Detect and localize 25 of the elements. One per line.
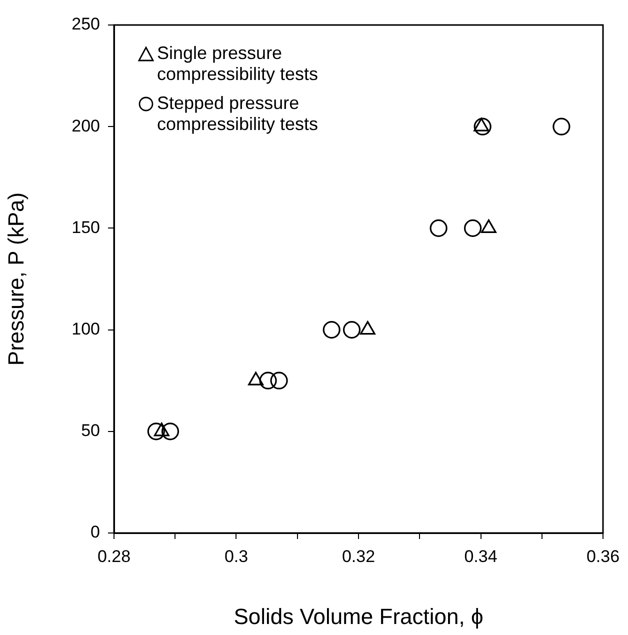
legend-label: Stepped pressure compressibility tests <box>157 93 320 135</box>
point <box>270 372 288 390</box>
point <box>161 422 180 440</box>
y-tick-label: 150 <box>72 218 100 237</box>
y-axis-title: Pressure, P (kPa) <box>3 192 28 366</box>
x-tick-label: 0.32 <box>342 546 376 566</box>
point <box>342 321 361 339</box>
point <box>474 118 492 136</box>
x-tick-label: 0.3 <box>224 546 248 566</box>
point <box>464 219 482 237</box>
point <box>322 321 340 339</box>
point <box>430 219 448 237</box>
point <box>552 118 570 136</box>
y-tick-label: 50 <box>81 421 100 440</box>
y-tick-label: 0 <box>90 522 100 542</box>
point <box>259 372 277 390</box>
y-tick-label: 250 <box>72 14 100 34</box>
x-tick-label: 0.36 <box>586 546 620 566</box>
legend-label: Single pressure compressibility tests <box>157 43 320 85</box>
x-tick-label: 0.28 <box>97 546 131 566</box>
y-tick-label: 200 <box>72 116 100 136</box>
x-axis-title: Solids Volume Fraction, ϕ <box>234 604 484 629</box>
x-tick-label: 0.34 <box>464 546 498 566</box>
point <box>147 422 165 440</box>
y-tick-label: 100 <box>72 319 100 338</box>
